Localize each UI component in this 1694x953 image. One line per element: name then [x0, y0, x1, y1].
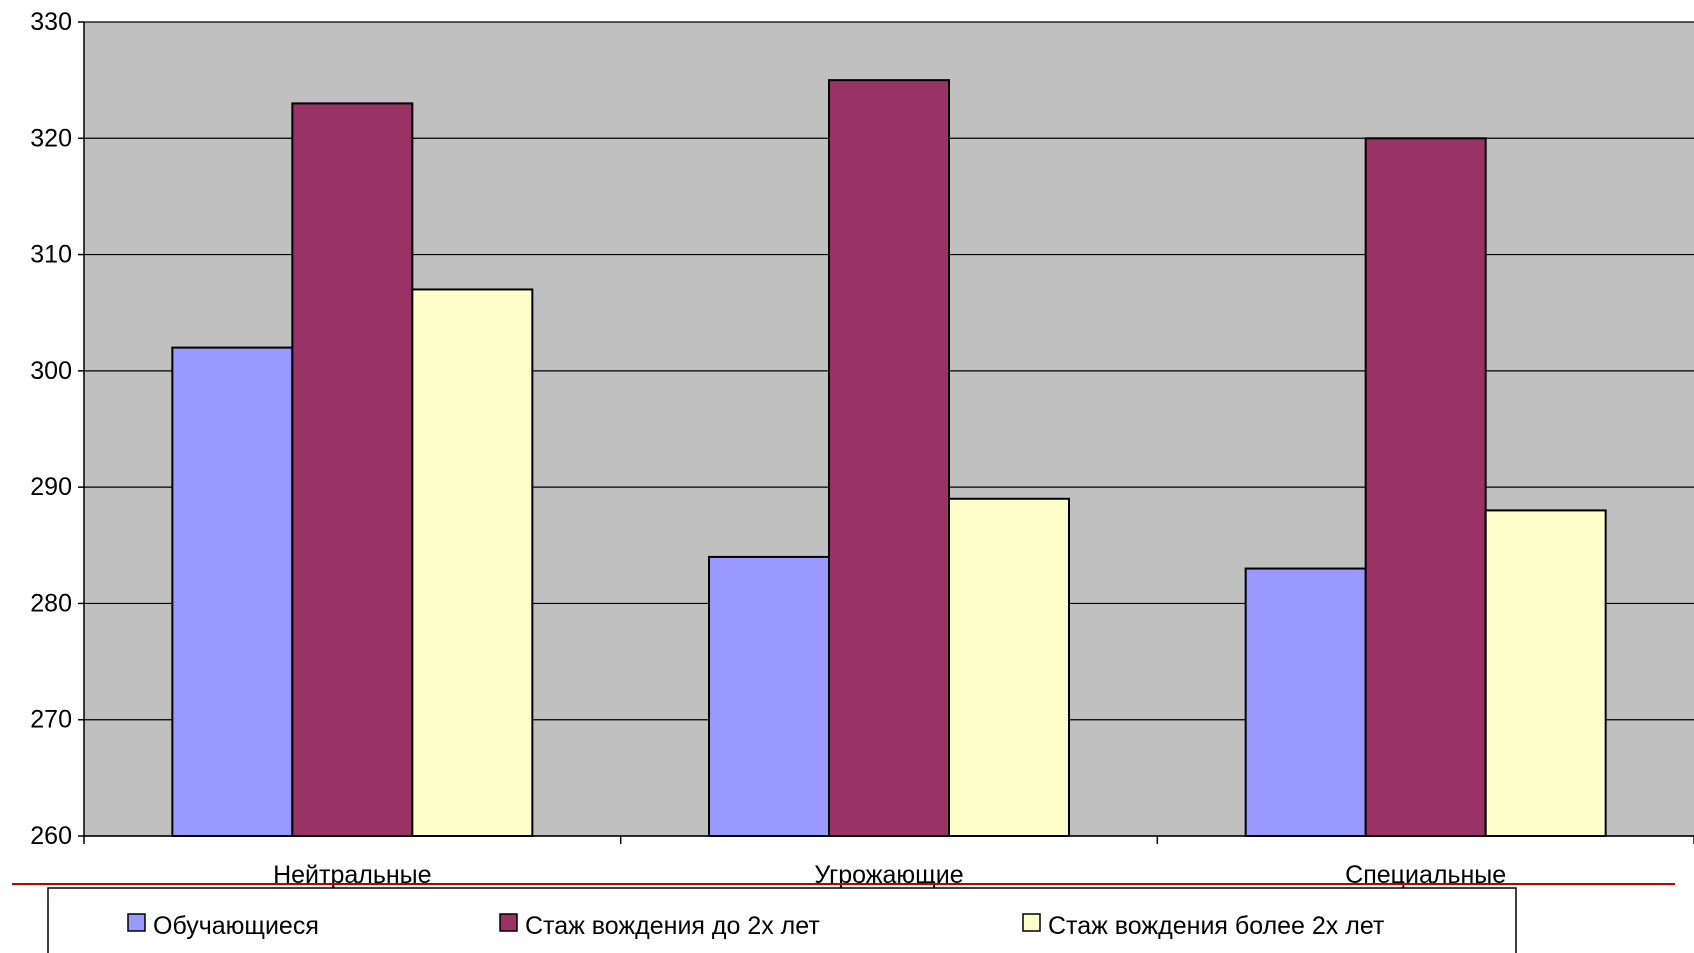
bar — [171, 346, 294, 837]
legend-label: Стаж вождения до 2х лет — [525, 912, 820, 940]
bar — [1484, 509, 1607, 837]
bar — [411, 288, 534, 837]
legend-swatch — [1022, 913, 1041, 932]
legend-label: Обучающиеся — [153, 912, 319, 940]
bar — [828, 79, 950, 837]
bar — [1364, 137, 1487, 838]
y-tick-label: 330 — [30, 8, 72, 36]
bars — [171, 79, 1607, 838]
legend-swatch — [499, 913, 518, 932]
y-tick-label: 300 — [30, 357, 72, 385]
legend-swatch — [127, 913, 146, 932]
legend-label: Стаж вождения более 2х лет — [1048, 912, 1385, 940]
y-tick-labels: 260 270 280 290 300 310 320 330 — [30, 8, 72, 850]
y-tick-label: 260 — [30, 822, 72, 850]
y-tick-label: 270 — [30, 706, 72, 734]
legend-box — [47, 887, 1517, 953]
bar — [1244, 567, 1367, 837]
y-tick-label: 320 — [30, 124, 72, 152]
bar — [708, 555, 830, 838]
bar — [948, 497, 1070, 837]
y-tick-label: 290 — [30, 473, 72, 501]
y-tick-label: 280 — [30, 589, 72, 617]
bar — [291, 102, 414, 837]
y-tick-label: 310 — [30, 241, 72, 269]
axes — [78, 21, 1694, 844]
legend: Обучающиеся Стаж вождения до 2х лет Стаж в… — [47, 887, 1517, 953]
